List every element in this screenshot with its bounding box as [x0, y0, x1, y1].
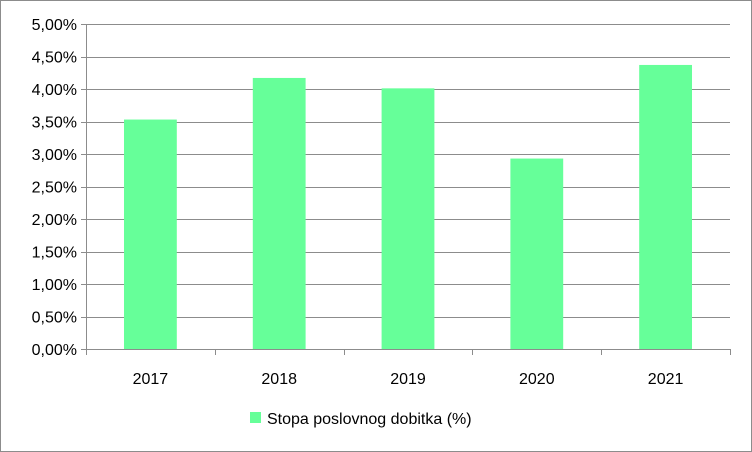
legend: Stopa poslovnog dobitka (%)	[250, 411, 472, 428]
axes	[81, 24, 731, 355]
x-tick-labels: 2017 2018 2019 2020 2021	[133, 371, 684, 388]
bar-2017	[123, 119, 177, 349]
x-tick-label: 2017	[133, 371, 169, 388]
x-tick-label: 2018	[261, 371, 297, 388]
bar-2020	[510, 158, 564, 349]
y-tick-label: 2,00%	[32, 212, 77, 229]
x-tick-label: 2019	[390, 371, 426, 388]
y-tick-label: 4,50%	[32, 50, 77, 67]
y-tick-label: 0,00%	[32, 342, 77, 359]
bar-2018	[252, 77, 306, 349]
y-tick-label: 5,00%	[32, 17, 77, 34]
y-tick-label: 4,00%	[32, 82, 77, 99]
legend-label: Stopa poslovnog dobitka (%)	[267, 411, 472, 428]
x-tick-label: 2020	[519, 371, 555, 388]
y-tick-label: 3,00%	[32, 147, 77, 164]
y-tick-label: 2,50%	[32, 180, 77, 197]
y-tick-label: 1,00%	[32, 277, 77, 294]
x-tick-label: 2021	[648, 371, 684, 388]
y-tick-label: 3,50%	[32, 115, 77, 132]
legend-swatch	[250, 412, 261, 423]
y-tick-label: 0,50%	[32, 310, 77, 327]
bar-2019	[381, 88, 435, 349]
y-tick-labels: 0,00% 0,50% 1,00% 1,50% 2,00% 2,50% 3,00% 3,50%…	[32, 17, 77, 359]
bars	[123, 64, 693, 349]
y-tick-label: 1,50%	[32, 245, 77, 262]
bar-2021	[639, 64, 693, 349]
